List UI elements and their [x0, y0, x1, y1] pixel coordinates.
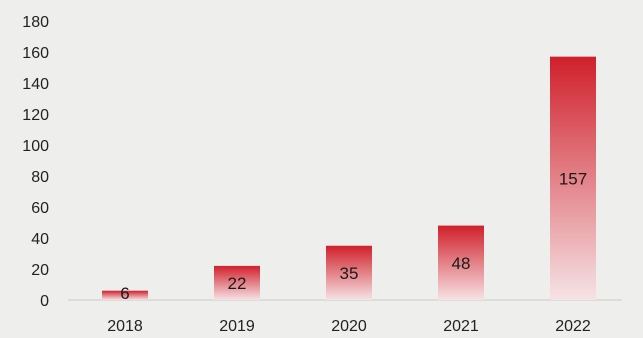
- data-label-2019: 22: [228, 274, 247, 293]
- y-tick-label: 60: [31, 200, 49, 217]
- y-tick-label: 80: [31, 169, 49, 186]
- x-tick-label: 2021: [443, 318, 479, 335]
- x-axis: 2018 2019 2020 2021 2022: [107, 318, 591, 335]
- data-label-2018: 6: [120, 284, 129, 303]
- bar-2018: [102, 290, 148, 300]
- y-tick-label: 140: [22, 76, 49, 93]
- y-tick-label: 40: [31, 231, 49, 248]
- bar-2020: [326, 245, 372, 300]
- y-tick-label: 20: [31, 262, 49, 279]
- x-tick-label: 2018: [107, 318, 143, 335]
- y-axis: 0 20 40 60 80 100 120 140 160 180: [22, 14, 49, 310]
- bar-2019: [214, 265, 260, 300]
- x-tick-label: 2022: [555, 318, 591, 335]
- data-label-2022: 157: [559, 169, 587, 188]
- y-tick-label: 100: [22, 138, 49, 155]
- y-tick-label: 180: [22, 14, 49, 31]
- y-tick-label: 120: [22, 107, 49, 124]
- bar-2021: [438, 225, 484, 300]
- bars: 6 22 35 48 157: [102, 56, 596, 303]
- y-tick-label: 0: [40, 293, 49, 310]
- bar-2022: [550, 56, 596, 301]
- x-tick-label: 2019: [219, 318, 255, 335]
- x-tick-label: 2020: [331, 318, 367, 335]
- data-label-2020: 35: [340, 264, 359, 283]
- data-label-2021: 48: [452, 254, 471, 273]
- y-tick-label: 160: [22, 45, 49, 62]
